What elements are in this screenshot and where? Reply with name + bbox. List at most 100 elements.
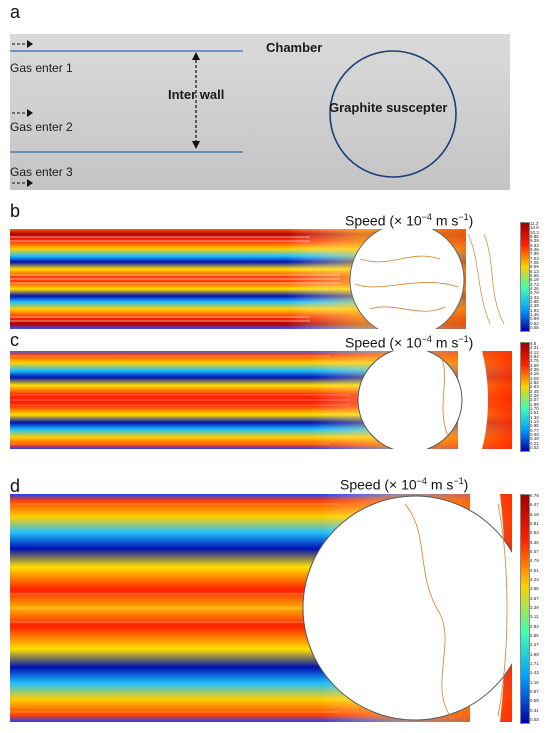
colorbar-tick-label: 10.8 (530, 225, 539, 231)
speed-label-c: Speed (× 10−4 m s−1) (345, 334, 474, 351)
colorbar-tick-label: 3.00 (530, 375, 539, 381)
colorbar-tick-label: 1.70 (530, 406, 539, 411)
colorbar-tick-label: 6.13 (530, 268, 539, 274)
colorbar-tick-label: 0.02 (530, 445, 539, 450)
colorbar-tick-label: 4.5 (530, 341, 537, 346)
colorbar-tick-label: 1.46 (530, 312, 539, 317)
colorbar-tick-label: 2.82 (530, 380, 539, 385)
colorbar-tick-label: 3.67 (530, 595, 539, 601)
colorbar-tick-label: 0.05 (530, 325, 539, 330)
colorbar-tick-label: 3.95 (530, 586, 539, 592)
colorbar-d (520, 494, 530, 724)
gas-inlet-label-3: Gas enter 3 (10, 165, 73, 179)
colorbar-tick-label: 10.3 (530, 229, 539, 235)
colorbar-tick-label: 0.03 (530, 717, 539, 722)
colorbar-tick-label: 6.59 (530, 264, 539, 270)
colorbar-tick-label: 0.95 (530, 423, 539, 429)
colorbar-b (520, 222, 530, 332)
colorbar-tick-label: 3.39 (530, 605, 539, 610)
colorbar-tick-label: 9.39 (530, 238, 539, 244)
susceptor-label: Graphite suscepter (329, 100, 448, 115)
colorbar-tick-label: 6.19 (530, 511, 539, 517)
colorbar-tick-label: 5.91 (530, 521, 539, 526)
colorbar-tick-label: 3.56 (530, 362, 539, 368)
arrowhead-right-icon (27, 179, 33, 187)
colorbar-tick-label: 4.23 (530, 577, 539, 582)
colorbar-tick-label: 2.39 (530, 303, 539, 309)
colorbar-tick-label: 3.94 (530, 354, 539, 359)
flow-field-d (10, 494, 512, 722)
colorbar-tick-label: 5.07 (530, 549, 539, 554)
colorbar-tick-label: 4.79 (530, 558, 539, 564)
colorbar-tick-label: 7.53 (530, 255, 539, 261)
colorbar-tick-label: 3.19 (530, 371, 539, 377)
colorbar-tick-label: 5.63 (530, 530, 539, 536)
colorbar-tick-label: 4.31 (530, 345, 539, 351)
colorbar-tick-label: 7.99 (530, 251, 539, 257)
colorbar-tick-label: 5.66 (530, 273, 539, 278)
colorbar-tick-label: 2.45 (530, 388, 539, 394)
panel-label-a: a (10, 2, 21, 22)
colorbar-tick-label: 2.07 (530, 397, 539, 403)
inter-wall-label: Inter wall (168, 87, 225, 102)
colorbar-ticks-d: 6.79 6.47 6.19 5.91 5.63 5.35 5.07 4.79 4.51 4.23… (530, 493, 550, 724)
colorbar-tick-label: 6.47 (530, 502, 539, 508)
colorbar-tick-label: 1.51 (530, 410, 539, 416)
gas-inlet-label-2: Gas enter 2 (10, 120, 73, 134)
susceptor-circle-d (302, 495, 512, 721)
panel-label-b: b (10, 201, 21, 221)
panel-label-c: c (10, 330, 19, 350)
colorbar-tick-label: 3.75 (530, 358, 539, 364)
colorbar-tick-label: 2.27 (530, 642, 539, 648)
chamber-label: Chamber (266, 40, 323, 55)
colorbar-tick-label: 6.79 (530, 493, 539, 498)
colorbar-tick-label: 2.63 (530, 384, 539, 390)
colorbar-tick-label: 5.35 (530, 539, 539, 545)
schematic-overlay (10, 40, 457, 187)
colorbar-tick-label: 5.19 (530, 277, 539, 283)
colorbar-tick-label: 1.33 (530, 414, 539, 420)
colorbar-tick-label: 3.79 (530, 290, 539, 296)
colorbar-tick-label: 0.31 (530, 707, 539, 713)
colorbar-tick-label: 2.26 (530, 393, 539, 398)
gas-inlet-label-1: Gas enter 1 (10, 61, 73, 75)
colorbar-tick-label: 1.14 (530, 419, 539, 424)
colorbar-tick-label: 7.06 (530, 260, 539, 265)
colorbar-tick-label: 1.89 (530, 401, 539, 407)
colorbar-tick-label: 11.3 (530, 221, 539, 226)
colorbar-tick-label: 0.21 (530, 440, 539, 446)
colorbar-tick-label: 0.52 (530, 320, 539, 326)
arrowhead-up-icon (192, 52, 200, 60)
speed-label-b: Speed (× 10−4 m s−1) (345, 212, 474, 229)
colorbar-tick-label: 2.55 (530, 633, 539, 638)
colorbar-tick-label: 1.43 (530, 670, 539, 676)
colorbar-tick-label: 1.99 (530, 651, 539, 657)
graphite-susceptor-circle (329, 50, 457, 178)
colorbar-tick-label: 1.71 (530, 661, 539, 666)
colorbar-tick-label: 2.86 (530, 299, 539, 304)
colorbar-ticks-c: 4.5 4.31 4.12 3.94 3.75 3.56 3.38 3.19 3.00 2.82 2… (530, 341, 550, 452)
colorbar-tick-label: 4.26 (530, 286, 539, 291)
arrowhead-down-icon (192, 141, 200, 149)
colorbar-tick-label: 8.93 (530, 242, 539, 248)
colorbar-tick-label: 2.83 (530, 623, 539, 629)
arrowhead-right-icon (27, 109, 33, 117)
speed-label-d: Speed (× 10−4 m s−1) (340, 476, 469, 493)
susceptor-circle-b (349, 229, 465, 329)
susceptor-circle-c (357, 351, 463, 449)
colorbar-tick-label: 3.33 (530, 294, 539, 300)
arrowhead-right-icon (27, 40, 33, 48)
colorbar-tick-label: 0.77 (530, 427, 539, 433)
colorbar-tick-label: 9.86 (530, 234, 539, 239)
colorbar-tick-label: 3.38 (530, 367, 539, 372)
colorbar-tick-label: 0.58 (530, 432, 539, 437)
colorbar-tick-label: 8.46 (530, 247, 539, 252)
colorbar-tick-label: 0.99 (530, 316, 539, 322)
colorbar-ticks-b: 11.3 10.8 10.3 9.86 9.39 8.93 8.46 7.99 7.53 7.06… (530, 221, 550, 332)
colorbar-tick-label: 1.15 (530, 679, 539, 685)
flow-field-c (10, 351, 512, 449)
colorbar-tick-label: 4.12 (530, 349, 539, 355)
panel-label-d: d (10, 476, 21, 496)
colorbar-tick-label: 0.40 (530, 436, 539, 442)
colorbar-tick-label: 1.93 (530, 307, 539, 313)
